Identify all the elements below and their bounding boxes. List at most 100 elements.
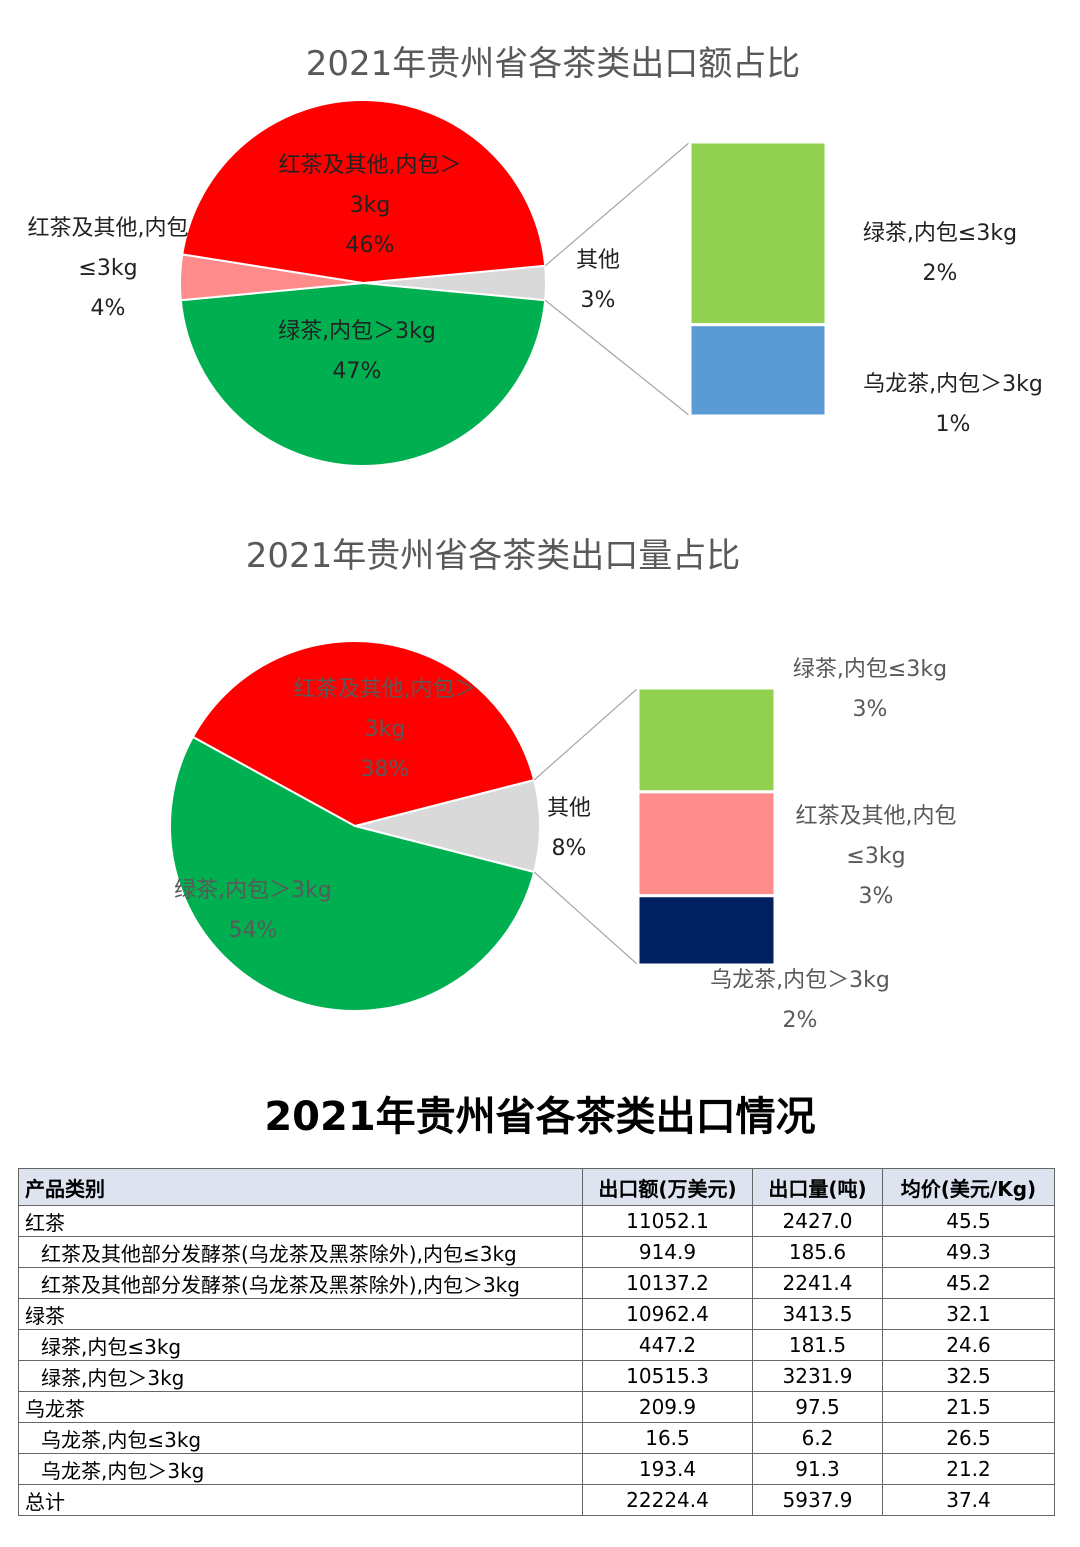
table-row: 乌龙茶,内包≤3kg 16.5 6.2 26.5 <box>18 1422 1055 1454</box>
label-value: 3% <box>580 288 616 313</box>
table-cell: 21.2 <box>882 1453 1055 1485</box>
connector <box>544 299 691 417</box>
table-cell: 16.5 <box>582 1422 753 1454</box>
label-value: 38% <box>360 757 410 782</box>
label-name: 其他 <box>546 796 591 821</box>
table-cell: 6.2 <box>752 1422 883 1454</box>
connector <box>544 141 691 267</box>
label-value: 46% <box>345 233 395 258</box>
table-cell: 45.5 <box>882 1205 1055 1237</box>
label-value: 4% <box>90 296 126 321</box>
label-value: 1% <box>935 412 971 437</box>
table-cell: 乌龙茶,内包≤3kg <box>18 1422 583 1454</box>
table-row: 总计 22224.4 5937.9 37.4 <box>18 1484 1055 1516</box>
label-value: 2% <box>782 1008 818 1033</box>
table-cell: 32.5 <box>882 1360 1055 1392</box>
table-cell: 193.4 <box>582 1453 753 1485</box>
bar-segment <box>636 790 777 898</box>
table-cell: 49.3 <box>882 1236 1055 1268</box>
table-cell: 21.5 <box>882 1391 1055 1423</box>
table-cell: 22224.4 <box>582 1484 753 1516</box>
label-name: 乌龙茶,内包＞3kg <box>710 968 890 993</box>
table-cell: 3413.5 <box>752 1298 883 1330</box>
data-label: 其他 3% <box>558 241 638 321</box>
label-name: 乌龙茶,内包＞3kg <box>863 372 1043 397</box>
data-label: 其他 8% <box>529 789 609 869</box>
table-cell: 97.5 <box>752 1391 883 1423</box>
table-cell: 914.9 <box>582 1236 753 1268</box>
table-row: 红茶及其他部分发酵茶(乌龙茶及黑茶除外),内包＞3kg 10137.2 2241.4… <box>18 1267 1055 1299</box>
header-row: 产品类别 出口额(万美元) 出口量(吨) 均价(美元/Kg) <box>18 1168 1055 1206</box>
bar-segment <box>636 894 777 967</box>
table-cell: 绿茶 <box>18 1298 583 1330</box>
table-cell: 91.3 <box>752 1453 883 1485</box>
data-label: 乌龙茶,内包＞3kg 2% <box>680 961 920 1041</box>
table-cell: 2241.4 <box>752 1267 883 1299</box>
table-cell: 5937.9 <box>752 1484 883 1516</box>
data-label: 红茶及其他,内包≤3kg 4% <box>18 209 198 329</box>
table-row: 乌龙茶 209.9 97.5 21.5 <box>18 1391 1055 1423</box>
label-value: 8% <box>551 836 587 861</box>
header-cell: 出口额(万美元) <box>582 1168 753 1206</box>
table-cell: 26.5 <box>882 1422 1055 1454</box>
table-cell: 乌龙茶 <box>18 1391 583 1423</box>
bar-segment <box>636 686 777 794</box>
bar-segment <box>688 323 828 418</box>
pie-slice <box>191 640 536 828</box>
label-value: 54% <box>228 918 278 943</box>
data-label: 红茶及其他,内包＞3kg 38% <box>280 670 490 790</box>
table-cell: 10962.4 <box>582 1298 753 1330</box>
header-cell: 产品类别 <box>18 1168 583 1206</box>
table-cell: 乌龙茶,内包＞3kg <box>18 1453 583 1485</box>
label-name: 红茶及其他,内包≤3kg <box>795 804 957 869</box>
data-label: 红茶及其他,内包＞3kg 46% <box>265 146 475 266</box>
data-table: 产品类别 出口额(万美元) 出口量(吨) 均价(美元/Kg) 红茶 11052.1 242… <box>18 1168 1055 1516</box>
pie-slice <box>179 281 547 468</box>
table-cell: 3231.9 <box>752 1360 883 1392</box>
pie-slice <box>181 98 547 285</box>
table-cell: 红茶及其他部分发酵茶(乌龙茶及黑茶除外),内包≤3kg <box>18 1236 583 1268</box>
label-value: 3% <box>858 884 894 909</box>
table-row: 绿茶,内包≤3kg 447.2 181.5 24.6 <box>18 1329 1055 1361</box>
table-cell: 10137.2 <box>582 1267 753 1299</box>
table-cell: 红茶 <box>18 1205 583 1237</box>
label-name: 红茶及其他,内包≤3kg <box>27 216 189 281</box>
table-cell: 32.1 <box>882 1298 1055 1330</box>
label-name: 红茶及其他,内包＞3kg <box>293 677 477 742</box>
table-row: 红茶 11052.1 2427.0 45.5 <box>18 1205 1055 1237</box>
table-cell: 红茶及其他部分发酵茶(乌龙茶及黑茶除外),内包＞3kg <box>18 1267 583 1299</box>
chart-title: 2021年贵州省各茶类出口额占比 <box>305 44 801 84</box>
table-row: 红茶及其他部分发酵茶(乌龙茶及黑茶除外),内包≤3kg 914.9 185.6 49.… <box>18 1236 1055 1268</box>
table-row: 乌龙茶,内包＞3kg 193.4 91.3 21.2 <box>18 1453 1055 1485</box>
data-label: 乌龙茶,内包＞3kg 1% <box>843 365 1063 445</box>
pie-slice <box>169 735 536 1012</box>
label-name: 绿茶,内包≤3kg <box>862 221 1018 246</box>
table-cell: 209.9 <box>582 1391 753 1423</box>
table-cell: 2427.0 <box>752 1205 883 1237</box>
table-cell: 45.2 <box>882 1267 1055 1299</box>
table-cell: 11052.1 <box>582 1205 753 1237</box>
label-value: 47% <box>332 359 382 384</box>
label-name: 其他 <box>575 248 620 273</box>
data-label: 绿茶,内包≤3kg 2% <box>830 214 1050 294</box>
chart-title: 2021年贵州省各茶类出口量占比 <box>245 536 741 576</box>
table-row: 绿茶 10962.4 3413.5 32.1 <box>18 1298 1055 1330</box>
table-cell: 24.6 <box>882 1329 1055 1361</box>
table-row: 绿茶,内包＞3kg 10515.3 3231.9 32.5 <box>18 1360 1055 1392</box>
label-value: 3% <box>852 697 888 722</box>
table-cell: 绿茶,内包≤3kg <box>18 1329 583 1361</box>
table-cell: 绿茶,内包＞3kg <box>18 1360 583 1392</box>
label-name: 红茶及其他,内包＞3kg <box>278 153 462 218</box>
table-cell: 10515.3 <box>582 1360 753 1392</box>
pie-slice <box>354 778 541 874</box>
table-cell: 总计 <box>18 1484 583 1516</box>
header-cell: 均价(美元/Kg) <box>882 1168 1055 1206</box>
table-cell: 37.4 <box>882 1484 1055 1516</box>
table-cell: 181.5 <box>752 1329 883 1361</box>
label-name: 绿茶,内包≤3kg <box>792 657 948 682</box>
label-value: 2% <box>922 261 958 286</box>
connector <box>533 687 639 781</box>
label-name: 绿茶,内包＞3kg <box>174 878 332 903</box>
connector <box>533 871 639 966</box>
